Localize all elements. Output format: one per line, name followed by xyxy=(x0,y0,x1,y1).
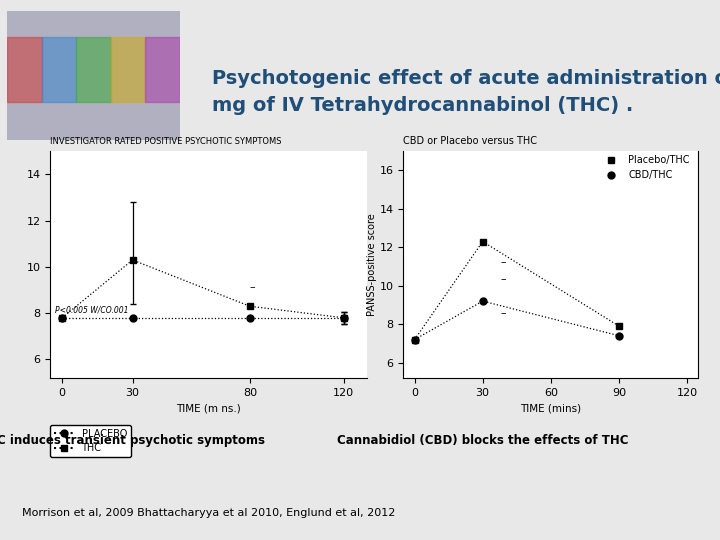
Legend: PLACEBO, THC: PLACEBO, THC xyxy=(50,425,131,457)
Placebo/THC xyxy=(478,238,487,245)
Text: –: – xyxy=(250,282,256,292)
Text: Psychotogenic effect of acute administration of 2.5: Psychotogenic effect of acute administra… xyxy=(212,69,720,88)
Bar xyxy=(145,37,180,102)
Text: mg of IV Tetrahydrocannabinol (THC) .: mg of IV Tetrahydrocannabinol (THC) . xyxy=(212,96,634,115)
Placebo/THC xyxy=(615,323,624,329)
Text: –: – xyxy=(501,308,506,319)
Bar xyxy=(111,37,145,102)
CBD/THC xyxy=(615,333,624,339)
Line: CBD/THC: CBD/THC xyxy=(411,298,622,343)
Text: INVESTIGATOR RATED POSITIVE PSYCHOTIC SYMPTOMS: INVESTIGATOR RATED POSITIVE PSYCHOTIC SY… xyxy=(50,137,282,146)
X-axis label: TIME (m ns.): TIME (m ns.) xyxy=(176,403,241,413)
Text: THC induces transient psychotic symptoms: THC induces transient psychotic symptoms xyxy=(0,434,266,447)
Bar xyxy=(76,37,111,102)
Text: –: – xyxy=(501,256,506,267)
CBD/THC xyxy=(410,336,419,343)
Legend: Placebo/THC, CBD/THC: Placebo/THC, CBD/THC xyxy=(597,152,693,184)
Text: Morrison et al, 2009 Bhattacharyya et al 2010, Englund et al, 2012: Morrison et al, 2009 Bhattacharyya et al… xyxy=(22,508,395,518)
Line: Placebo/THC: Placebo/THC xyxy=(411,238,622,343)
Text: P<0.005 W/CO.001: P<0.005 W/CO.001 xyxy=(55,305,129,314)
Y-axis label: PANSS-positive score: PANSS-positive score xyxy=(366,213,377,316)
Bar xyxy=(42,37,76,102)
Text: CBD or Placebo versus THC: CBD or Placebo versus THC xyxy=(403,136,537,146)
Bar xyxy=(7,37,42,102)
Text: Cannabidiol (CBD) blocks the effects of THC: Cannabidiol (CBD) blocks the effects of … xyxy=(337,434,628,447)
Text: –: – xyxy=(501,274,506,284)
CBD/THC xyxy=(478,298,487,305)
X-axis label: TIME (mins): TIME (mins) xyxy=(521,403,581,413)
Placebo/THC xyxy=(410,336,419,343)
